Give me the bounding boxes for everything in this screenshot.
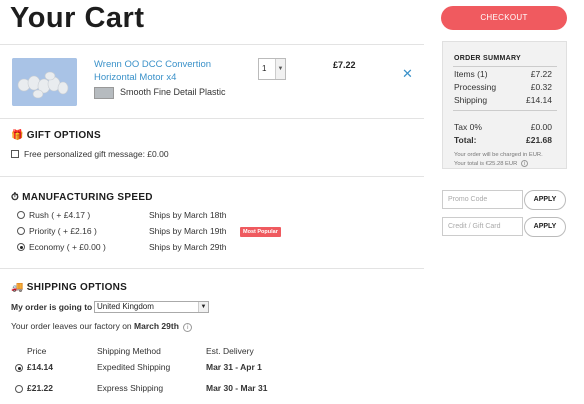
summary-items-value: £7.22 (530, 69, 552, 79)
chevron-down-icon: ▼ (198, 302, 208, 312)
shipping-price-expedited: £14.14 (27, 362, 53, 372)
quantity-select[interactable]: 1 ▼ (258, 58, 286, 80)
material-swatch (94, 87, 114, 99)
divider (453, 66, 557, 67)
checkout-button[interactable]: CHECKOUT (441, 6, 567, 30)
manufacturing-speed-heading: ⏱ MANUFACTURING SPEED (11, 192, 153, 203)
credit-gift-card-input[interactable]: Credit / Gift Card (442, 217, 523, 236)
speed-label-rush: Rush ( + £4.17 ) (29, 210, 91, 220)
info-icon[interactable]: i (183, 323, 193, 332)
speed-radio-priority[interactable] (17, 227, 25, 235)
chevron-down-icon: ▼ (275, 59, 285, 79)
divider (0, 44, 424, 45)
gift-icon: 🎁 (11, 130, 24, 141)
speed-ships-priority: Ships by March 19th (149, 226, 227, 236)
shipping-price-express: £21.22 (27, 383, 53, 393)
factory-leave-date: March 29th (134, 321, 179, 331)
info-icon[interactable]: i (520, 160, 528, 167)
summary-currency-note: Your order will be charged in EUR. (454, 152, 543, 158)
summary-total-note: Your total is €25.28 EUR i (454, 160, 528, 167)
summary-items-label: Items (1) (454, 69, 488, 79)
summary-processing-label: Processing (454, 82, 497, 92)
gift-message-checkbox[interactable] (11, 150, 19, 158)
shipping-options-title: SHIPPING OPTIONS (26, 282, 128, 293)
summary-processing-value: £0.32 (530, 82, 552, 92)
shipping-delivery-expedited: Mar 31 - Apr 1 (206, 362, 262, 372)
destination-label: My order is going to (11, 302, 93, 312)
divider (0, 176, 424, 177)
item-price: £7.22 (333, 60, 356, 70)
manufacturing-speed-title: MANUFACTURING SPEED (22, 192, 153, 203)
material-label: Smooth Fine Detail Plastic (120, 87, 226, 97)
divider (453, 110, 557, 111)
shipping-radio-express[interactable] (15, 385, 23, 393)
summary-shipping-label: Shipping (454, 95, 488, 105)
speed-label-priority: Priority ( + £2.16 ) (29, 226, 97, 236)
speed-ships-rush: Ships by March 18th (149, 210, 227, 220)
shipping-delivery-express: Mar 30 - Mar 31 (206, 383, 268, 393)
factory-leave-line: Your order leaves our factory on March 2… (11, 321, 193, 332)
quantity-value: 1 (262, 64, 267, 73)
speed-radio-rush[interactable] (17, 211, 25, 219)
product-name-link[interactable]: Wrenn OO DCC Convertion Horizontal Motor… (94, 59, 212, 83)
summary-tax-label: Tax 0% (454, 122, 482, 132)
most-popular-badge: Most Popular (240, 227, 281, 237)
page-title: Your Cart (10, 2, 145, 34)
speed-ships-economy: Ships by March 29th (149, 242, 227, 252)
speed-label-economy: Economy ( + £0.00 ) (29, 242, 106, 252)
close-icon[interactable]: ✕ (402, 66, 413, 81)
col-header-delivery: Est. Delivery (206, 346, 254, 356)
promo-apply-button[interactable]: APPLY (524, 190, 566, 210)
product-thumbnail[interactable] (12, 58, 77, 106)
col-header-method: Shipping Method (97, 346, 161, 356)
divider (0, 118, 424, 119)
divider (0, 268, 424, 269)
shipping-method-express: Express Shipping (97, 383, 164, 393)
summary-total-note-text: Your total is €25.28 EUR (454, 161, 518, 167)
shipping-method-expedited: Expedited Shipping (97, 362, 171, 372)
gift-options-title: GIFT OPTIONS (26, 130, 101, 141)
shipping-radio-expedited[interactable] (15, 364, 23, 372)
summary-tax-value: £0.00 (530, 122, 552, 132)
gift-message-label: Free personalized gift message: £0.00 (24, 149, 169, 159)
shipping-options-heading: 🚚 SHIPPING OPTIONS (11, 282, 127, 293)
credit-apply-button[interactable]: APPLY (524, 217, 566, 237)
summary-shipping-value: £14.14 (526, 95, 552, 105)
clock-icon: ⏱ (11, 192, 20, 203)
speed-radio-economy[interactable] (17, 243, 25, 251)
truck-icon: 🚚 (11, 282, 24, 293)
destination-value: United Kingdom (97, 302, 154, 311)
order-summary-title: ORDER SUMMARY (454, 55, 522, 62)
destination-select[interactable]: United Kingdom ▼ (94, 301, 209, 313)
promo-code-input[interactable]: Promo Code (442, 190, 523, 209)
factory-leave-prefix: Your order leaves our factory on (11, 321, 132, 331)
col-header-price: Price (27, 346, 47, 356)
gift-options-heading: 🎁 GIFT OPTIONS (11, 130, 101, 141)
order-summary-panel: ORDER SUMMARY Items (1) £7.22 Processing… (442, 41, 567, 169)
summary-total-label: Total: (454, 135, 477, 145)
summary-total-value: £21.68 (526, 135, 552, 145)
